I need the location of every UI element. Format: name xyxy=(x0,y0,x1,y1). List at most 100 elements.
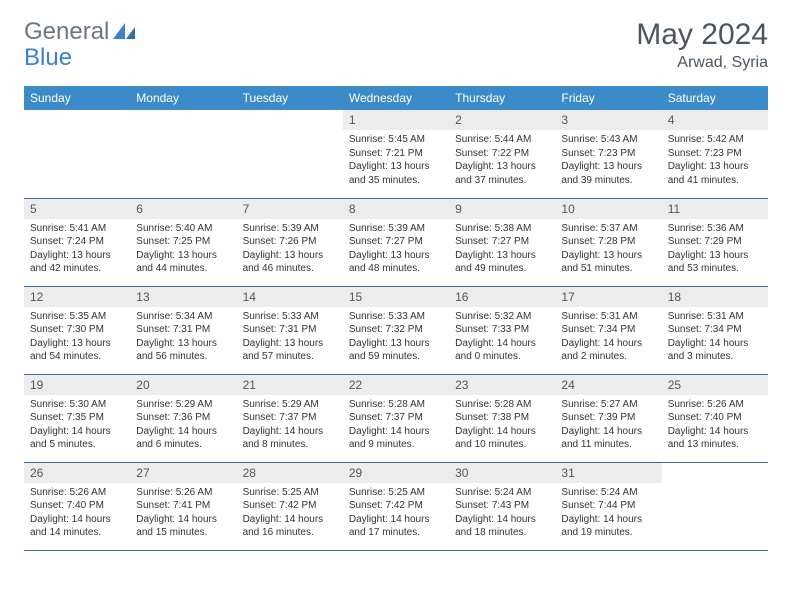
day-details: Sunrise: 5:24 AMSunset: 7:43 PMDaylight:… xyxy=(449,483,555,546)
day-number: 30 xyxy=(449,463,555,483)
day-details: Sunrise: 5:45 AMSunset: 7:21 PMDaylight:… xyxy=(343,130,449,193)
calendar-cell: 9Sunrise: 5:38 AMSunset: 7:27 PMDaylight… xyxy=(449,198,555,286)
day-details: Sunrise: 5:31 AMSunset: 7:34 PMDaylight:… xyxy=(662,307,768,370)
day-number: 25 xyxy=(662,375,768,395)
day-number: 24 xyxy=(555,375,661,395)
calendar-cell: 12Sunrise: 5:35 AMSunset: 7:30 PMDayligh… xyxy=(24,286,130,374)
calendar-row: 5Sunrise: 5:41 AMSunset: 7:24 PMDaylight… xyxy=(24,198,768,286)
day-details: Sunrise: 5:29 AMSunset: 7:37 PMDaylight:… xyxy=(237,395,343,458)
logo-sail-icon xyxy=(113,23,135,39)
calendar-cell: 2Sunrise: 5:44 AMSunset: 7:22 PMDaylight… xyxy=(449,110,555,198)
column-header: Tuesday xyxy=(237,86,343,110)
day-number: 9 xyxy=(449,199,555,219)
calendar-row: 12Sunrise: 5:35 AMSunset: 7:30 PMDayligh… xyxy=(24,286,768,374)
calendar-cell: 5Sunrise: 5:41 AMSunset: 7:24 PMDaylight… xyxy=(24,198,130,286)
column-header: Thursday xyxy=(449,86,555,110)
calendar-cell: 31Sunrise: 5:24 AMSunset: 7:44 PMDayligh… xyxy=(555,462,661,550)
day-number: 20 xyxy=(130,375,236,395)
day-number: 19 xyxy=(24,375,130,395)
calendar-cell: 17Sunrise: 5:31 AMSunset: 7:34 PMDayligh… xyxy=(555,286,661,374)
day-details: Sunrise: 5:43 AMSunset: 7:23 PMDaylight:… xyxy=(555,130,661,193)
day-number: 21 xyxy=(237,375,343,395)
day-details: Sunrise: 5:36 AMSunset: 7:29 PMDaylight:… xyxy=(662,219,768,282)
day-number: 15 xyxy=(343,287,449,307)
column-header: Monday xyxy=(130,86,236,110)
calendar-cell: 14Sunrise: 5:33 AMSunset: 7:31 PMDayligh… xyxy=(237,286,343,374)
day-number: 17 xyxy=(555,287,661,307)
day-number: 5 xyxy=(24,199,130,219)
day-details: Sunrise: 5:32 AMSunset: 7:33 PMDaylight:… xyxy=(449,307,555,370)
calendar-cell: 6Sunrise: 5:40 AMSunset: 7:25 PMDaylight… xyxy=(130,198,236,286)
day-number: 7 xyxy=(237,199,343,219)
calendar-cell: 22Sunrise: 5:28 AMSunset: 7:37 PMDayligh… xyxy=(343,374,449,462)
day-details: Sunrise: 5:28 AMSunset: 7:38 PMDaylight:… xyxy=(449,395,555,458)
day-details: Sunrise: 5:31 AMSunset: 7:34 PMDaylight:… xyxy=(555,307,661,370)
calendar-cell: 13Sunrise: 5:34 AMSunset: 7:31 PMDayligh… xyxy=(130,286,236,374)
day-number: 3 xyxy=(555,110,661,130)
calendar-cell: 8Sunrise: 5:39 AMSunset: 7:27 PMDaylight… xyxy=(343,198,449,286)
calendar-cell: 26Sunrise: 5:26 AMSunset: 7:40 PMDayligh… xyxy=(24,462,130,550)
day-number: 23 xyxy=(449,375,555,395)
title-block: May 2024 Arwad, Syria xyxy=(636,18,768,72)
calendar-cell: 21Sunrise: 5:29 AMSunset: 7:37 PMDayligh… xyxy=(237,374,343,462)
calendar-row: 19Sunrise: 5:30 AMSunset: 7:35 PMDayligh… xyxy=(24,374,768,462)
day-number: 14 xyxy=(237,287,343,307)
day-details: Sunrise: 5:28 AMSunset: 7:37 PMDaylight:… xyxy=(343,395,449,458)
calendar-cell: 3Sunrise: 5:43 AMSunset: 7:23 PMDaylight… xyxy=(555,110,661,198)
calendar-cell: 15Sunrise: 5:33 AMSunset: 7:32 PMDayligh… xyxy=(343,286,449,374)
calendar-row: 26Sunrise: 5:26 AMSunset: 7:40 PMDayligh… xyxy=(24,462,768,550)
day-number: 16 xyxy=(449,287,555,307)
calendar-cell: 28Sunrise: 5:25 AMSunset: 7:42 PMDayligh… xyxy=(237,462,343,550)
calendar-table: SundayMondayTuesdayWednesdayThursdayFrid… xyxy=(24,86,768,551)
calendar-cell: 10Sunrise: 5:37 AMSunset: 7:28 PMDayligh… xyxy=(555,198,661,286)
calendar-cell: 19Sunrise: 5:30 AMSunset: 7:35 PMDayligh… xyxy=(24,374,130,462)
column-header: Saturday xyxy=(662,86,768,110)
day-details: Sunrise: 5:35 AMSunset: 7:30 PMDaylight:… xyxy=(24,307,130,370)
day-details: Sunrise: 5:26 AMSunset: 7:40 PMDaylight:… xyxy=(24,483,130,546)
day-details: Sunrise: 5:25 AMSunset: 7:42 PMDaylight:… xyxy=(343,483,449,546)
day-number: 29 xyxy=(343,463,449,483)
column-header: Wednesday xyxy=(343,86,449,110)
day-number: 22 xyxy=(343,375,449,395)
calendar-cell xyxy=(130,110,236,198)
column-header: Friday xyxy=(555,86,661,110)
day-details: Sunrise: 5:26 AMSunset: 7:41 PMDaylight:… xyxy=(130,483,236,546)
day-number: 26 xyxy=(24,463,130,483)
calendar-cell: 30Sunrise: 5:24 AMSunset: 7:43 PMDayligh… xyxy=(449,462,555,550)
column-header: Sunday xyxy=(24,86,130,110)
calendar-cell xyxy=(662,462,768,550)
day-number: 1 xyxy=(343,110,449,130)
location: Arwad, Syria xyxy=(636,54,768,72)
day-details: Sunrise: 5:39 AMSunset: 7:26 PMDaylight:… xyxy=(237,219,343,282)
calendar-cell: 29Sunrise: 5:25 AMSunset: 7:42 PMDayligh… xyxy=(343,462,449,550)
day-details: Sunrise: 5:44 AMSunset: 7:22 PMDaylight:… xyxy=(449,130,555,193)
day-details: Sunrise: 5:38 AMSunset: 7:27 PMDaylight:… xyxy=(449,219,555,282)
day-details: Sunrise: 5:24 AMSunset: 7:44 PMDaylight:… xyxy=(555,483,661,546)
day-number: 6 xyxy=(130,199,236,219)
logo-text-general: General xyxy=(24,18,109,46)
header: General May 2024 Arwad, Syria xyxy=(24,18,768,72)
day-number: 27 xyxy=(130,463,236,483)
calendar-cell xyxy=(237,110,343,198)
logo-text-blue: Blue xyxy=(24,44,72,71)
calendar-cell: 25Sunrise: 5:26 AMSunset: 7:40 PMDayligh… xyxy=(662,374,768,462)
day-details: Sunrise: 5:42 AMSunset: 7:23 PMDaylight:… xyxy=(662,130,768,193)
calendar-cell: 1Sunrise: 5:45 AMSunset: 7:21 PMDaylight… xyxy=(343,110,449,198)
day-number: 31 xyxy=(555,463,661,483)
calendar-row: 1Sunrise: 5:45 AMSunset: 7:21 PMDaylight… xyxy=(24,110,768,198)
calendar-cell xyxy=(24,110,130,198)
day-number: 28 xyxy=(237,463,343,483)
day-number: 10 xyxy=(555,199,661,219)
calendar-cell: 18Sunrise: 5:31 AMSunset: 7:34 PMDayligh… xyxy=(662,286,768,374)
day-details: Sunrise: 5:33 AMSunset: 7:31 PMDaylight:… xyxy=(237,307,343,370)
logo-blue-wrap: Blue xyxy=(28,44,72,72)
day-details: Sunrise: 5:25 AMSunset: 7:42 PMDaylight:… xyxy=(237,483,343,546)
day-details: Sunrise: 5:33 AMSunset: 7:32 PMDaylight:… xyxy=(343,307,449,370)
day-details: Sunrise: 5:41 AMSunset: 7:24 PMDaylight:… xyxy=(24,219,130,282)
day-details: Sunrise: 5:30 AMSunset: 7:35 PMDaylight:… xyxy=(24,395,130,458)
day-number: 11 xyxy=(662,199,768,219)
day-details: Sunrise: 5:40 AMSunset: 7:25 PMDaylight:… xyxy=(130,219,236,282)
day-number: 12 xyxy=(24,287,130,307)
day-details: Sunrise: 5:27 AMSunset: 7:39 PMDaylight:… xyxy=(555,395,661,458)
calendar-cell: 23Sunrise: 5:28 AMSunset: 7:38 PMDayligh… xyxy=(449,374,555,462)
